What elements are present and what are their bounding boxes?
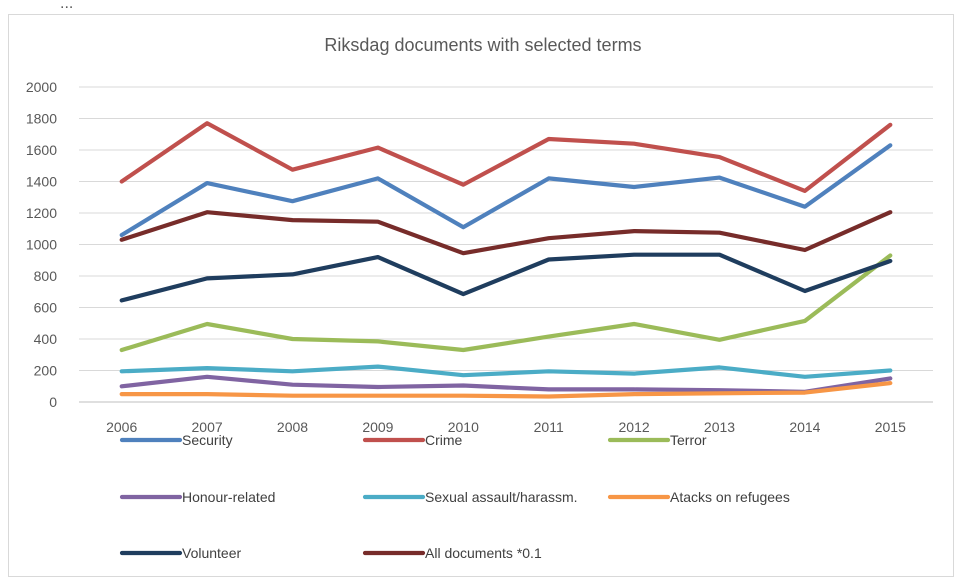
- legend-label: Terror: [670, 432, 707, 448]
- y-tick-label: 1000: [26, 237, 57, 253]
- x-tick-label: 2013: [704, 419, 735, 435]
- legend-label: Security: [182, 432, 233, 448]
- x-tick-label: 2008: [277, 419, 308, 435]
- chart-area: Riksdag documents with selected terms 0 2…: [8, 14, 954, 577]
- series-line-2: [119, 253, 893, 353]
- legend-label: Crime: [425, 432, 463, 448]
- y-tick-label: 800: [34, 268, 58, 284]
- series-line-3: [119, 374, 893, 394]
- x-tick-label: 2006: [106, 419, 137, 435]
- legend-label: Atacks on refugees: [670, 489, 790, 505]
- legend-label: Sexual assault/harassm.: [425, 489, 578, 505]
- series-line-5: [119, 381, 893, 399]
- line-chart: Riksdag documents with selected terms 0 2…: [26, 35, 933, 561]
- series-line-6: [119, 252, 893, 303]
- x-tick-label: 2015: [875, 419, 906, 435]
- y-tick-label: 400: [34, 331, 58, 347]
- x-tick-label: 2007: [192, 419, 223, 435]
- y-tick-label: 0: [49, 394, 57, 410]
- series-line-7: [119, 210, 893, 256]
- series-line-1: [119, 121, 893, 193]
- x-tick-label: 2014: [789, 419, 820, 435]
- x-tick-label: 2010: [448, 419, 479, 435]
- y-tick-label: 1600: [26, 142, 57, 158]
- x-tick-label: 2011: [534, 419, 564, 435]
- series-lines: [119, 121, 893, 399]
- legend-label: All documents *0.1: [425, 545, 542, 561]
- y-tick-label: 1400: [26, 174, 57, 190]
- y-tick-label: 600: [34, 300, 58, 316]
- series-line-0: [119, 143, 893, 238]
- legend-label: Honour-related: [182, 489, 275, 505]
- y-axis-ticks: 0 200 400 600 800 1000 1200 1400 1600 1800 2000: [26, 79, 57, 410]
- y-tick-label: 2000: [26, 79, 57, 95]
- y-tick-label: 200: [34, 363, 58, 379]
- legend-label: Volunteer: [182, 545, 241, 561]
- y-tick-label: 1200: [26, 205, 57, 221]
- cut-off-caption: ...: [60, 0, 73, 12]
- caption-fragment: ...: [60, 0, 73, 12]
- legend: Security Crime Terror Honour-related Sexual …: [119, 432, 790, 561]
- x-axis-ticks: 2006 2007 2008 2009 2010 2011 2012 2013 2014 2015: [106, 419, 906, 435]
- x-tick-label: 2012: [619, 419, 650, 435]
- x-tick-label: 2009: [362, 419, 393, 435]
- series-line-4: [119, 364, 893, 379]
- y-tick-label: 1800: [26, 111, 57, 127]
- chart-title: Riksdag documents with selected terms: [324, 35, 641, 55]
